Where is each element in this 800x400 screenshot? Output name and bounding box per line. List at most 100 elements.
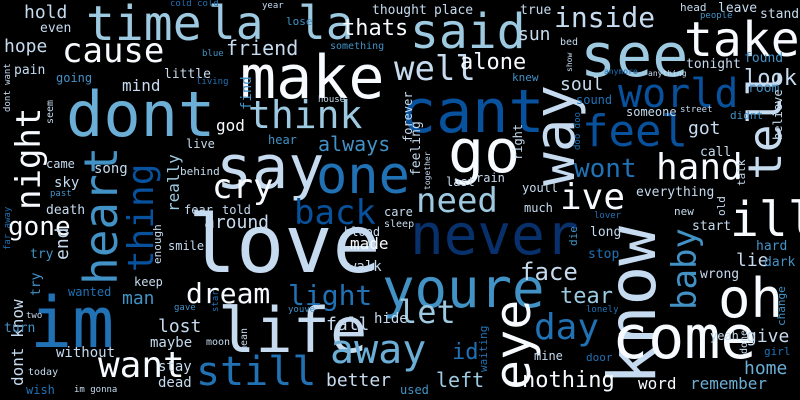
word-two: two <box>26 311 43 321</box>
word-give: give <box>746 326 790 347</box>
word-used: used <box>400 383 429 397</box>
word-sun: sun <box>518 24 551 45</box>
word-place: place <box>434 3 474 18</box>
word-cry: cry <box>212 167 274 207</box>
word-call: call <box>700 145 732 160</box>
word-home: home <box>744 358 788 379</box>
word-really: really <box>164 154 183 212</box>
word-left: left <box>436 368 485 392</box>
word-die: die <box>567 226 580 246</box>
word-dont: dont <box>66 78 216 151</box>
word-back: back <box>294 193 376 233</box>
word-make: make <box>240 43 385 113</box>
word-youve: youve <box>288 305 316 315</box>
word-nothing: nothing <box>522 368 615 393</box>
word-change: change <box>775 286 788 326</box>
word-forever: forever <box>401 91 415 142</box>
word-thats: thats <box>342 16 409 41</box>
word-look: look <box>744 66 797 91</box>
word-came: came <box>46 157 75 171</box>
word-sound: sound <box>576 93 613 107</box>
word-much: much <box>524 201 553 215</box>
word-still: still <box>196 349 317 395</box>
word-find: find <box>239 76 255 110</box>
word-dead: dead <box>158 375 192 391</box>
word-keep: keep <box>134 275 163 289</box>
word-world: world <box>618 71 739 117</box>
word-walk: walk <box>348 259 382 275</box>
word-always: always <box>318 132 391 156</box>
word-ill: ill <box>730 192 800 248</box>
word-care: care <box>384 205 413 219</box>
word-let: let <box>398 293 456 331</box>
word-alone: alone <box>460 50 527 75</box>
word-soul: soul <box>560 74 604 95</box>
word-dream: dream <box>186 277 271 310</box>
word-tonight: tonight <box>686 57 741 72</box>
word-mean: mean <box>239 327 250 352</box>
word-mind: mind <box>122 76 161 95</box>
word-lose: lose <box>286 15 313 28</box>
word-bed: bed <box>560 37 579 48</box>
word-hard: hard <box>756 239 788 254</box>
word-cant: cant <box>400 77 545 147</box>
word-hand: hand <box>656 147 743 188</box>
word-head: head <box>680 1 707 14</box>
word-maybe: maybe <box>150 335 193 351</box>
word-away: away <box>330 327 427 373</box>
word-friend: friend <box>226 36 299 60</box>
word-id: id <box>452 340 479 365</box>
word-hold: hold <box>24 2 68 23</box>
word-doo-doo: doo doo <box>573 112 583 150</box>
word-long: long <box>590 225 622 240</box>
word-want: want <box>98 345 185 386</box>
word-blue: blue <box>202 49 224 59</box>
word-one: one <box>316 146 410 206</box>
word-house: house <box>318 95 346 105</box>
word-room: room <box>748 81 780 96</box>
word-talk: talk <box>735 159 748 187</box>
word-wanted: wanted <box>68 285 112 299</box>
word-star: star <box>211 290 221 312</box>
word-blood: blood <box>344 225 381 239</box>
word-even: even <box>40 21 72 36</box>
word-see: see <box>580 21 689 91</box>
word-seem: seem <box>45 99 56 124</box>
word-far-away: far away <box>3 206 13 250</box>
word-start: start <box>692 219 732 234</box>
word-live: live <box>186 137 215 151</box>
word-need: need <box>416 181 498 221</box>
word-never: never <box>410 203 579 268</box>
word-tear: tear <box>560 284 613 309</box>
word-moon: moon <box>206 337 231 348</box>
word-go: go <box>448 117 521 187</box>
word-gave: gave <box>174 303 196 313</box>
word-lover: lover <box>594 211 622 221</box>
word-didnt: didnt <box>730 109 764 122</box>
word-new: new <box>674 205 694 218</box>
word-anymore: anymore <box>604 67 638 76</box>
word-im: im <box>30 282 115 364</box>
word-show: show <box>565 52 574 72</box>
word-leave: leave <box>718 1 758 16</box>
word-done: done <box>739 329 750 354</box>
word-song: song <box>94 161 128 177</box>
word-enough: enough <box>151 224 164 264</box>
word-street: street <box>680 105 713 115</box>
word-together: together <box>423 151 432 190</box>
word-little: little <box>164 67 211 82</box>
word-gone: gone <box>8 212 71 242</box>
word-lost: lost <box>158 316 202 337</box>
word-dont-know: dont know <box>8 299 27 386</box>
word-knew: knew <box>512 71 539 84</box>
word-fall: fall <box>326 314 370 335</box>
word-time: time <box>86 0 202 52</box>
word-today: today <box>28 367 59 378</box>
word-light: light <box>288 279 373 312</box>
word-last: last <box>446 175 475 189</box>
word-dark: dark <box>764 255 796 270</box>
word-baby: baby <box>665 228 705 310</box>
word-anything: anything <box>648 69 687 78</box>
word-thought: thought <box>372 3 427 18</box>
